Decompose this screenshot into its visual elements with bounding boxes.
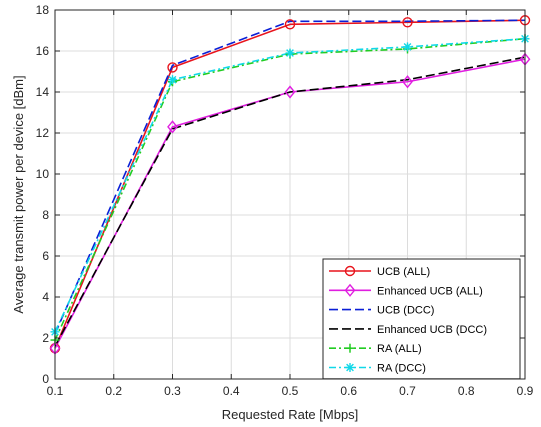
legend-marker: [344, 265, 356, 277]
series-line-4: [54, 37, 526, 341]
legend: UCB (ALL) Enhanced UCB (ALL) UCB (DCC) Enha…: [322, 258, 521, 380]
legend-marker: [345, 343, 355, 353]
x-tick-label: 0.9: [517, 384, 534, 398]
legend-item: UCB (DCC): [329, 305, 434, 317]
y-tick-label: 8: [42, 208, 49, 222]
axis-ticks: 0.1 0.2 0.3 0.4 0.5 0.6 0.7 0.8 0.9 0 2 4 6 8 10 12 14 16…: [36, 3, 534, 398]
legend-label: RA (DCC): [377, 363, 426, 375]
legend-box: [322, 258, 521, 380]
data-point-marker: [168, 75, 177, 85]
y-tick-label: 0: [42, 372, 49, 386]
x-tick-label: 0.5: [282, 384, 299, 398]
y-tick-label: 14: [36, 85, 50, 99]
x-tick-label: 0.8: [458, 384, 475, 398]
data-point-marker: [285, 48, 295, 58]
legend-label: UCB (DCC): [377, 305, 434, 317]
x-tick-label: 0.4: [223, 384, 240, 398]
legend-marker: [345, 363, 355, 372]
series-line-2: [54, 19, 526, 335]
data-point-marker: [402, 17, 413, 28]
x-tick-label: 0.3: [164, 384, 181, 398]
x-tick-label: 0.2: [105, 384, 122, 398]
legend-item: RA (ALL): [329, 343, 422, 355]
y-tick-label: 4: [42, 290, 49, 304]
legend-item: Enhanced UCB (ALL): [329, 283, 483, 297]
y-tick-label: 10: [36, 167, 50, 181]
series-line-3: [54, 56, 526, 347]
series-line-5: [54, 37, 526, 333]
legend-item: RA (DCC): [329, 363, 426, 375]
x-axis-label: Requested Rate [Mbps]: [222, 407, 359, 422]
data-point-marker: [167, 62, 178, 73]
legend-item: Enhanced UCB (DCC): [329, 324, 487, 336]
data-point-marker: [402, 75, 413, 89]
data-point-marker: [284, 19, 296, 30]
data-point-marker: [167, 120, 178, 134]
y-axis-label: Average transmit power per device [dBm]: [11, 75, 26, 313]
legend-label: Enhanced UCB (ALL): [377, 285, 483, 297]
x-tick-label: 0.7: [399, 384, 416, 398]
y-tick-label: 16: [36, 44, 50, 58]
y-tick-label: 6: [42, 249, 49, 263]
x-tick-label: 0.1: [47, 384, 64, 398]
y-tick-label: 12: [36, 126, 50, 140]
data-point-marker: [403, 42, 412, 52]
y-tick-label: 18: [36, 3, 50, 17]
data-point-marker: [284, 85, 296, 99]
series-lines: [54, 19, 526, 349]
x-tick-label: 0.6: [340, 384, 357, 398]
legend-item: UCB (ALL): [329, 265, 430, 278]
legend-label: UCB (ALL): [377, 266, 430, 278]
legend-label: Enhanced UCB (DCC): [377, 324, 487, 336]
legend-marker: [344, 283, 356, 297]
legend-label: RA (ALL): [377, 343, 422, 355]
y-tick-label: 2: [42, 331, 49, 345]
